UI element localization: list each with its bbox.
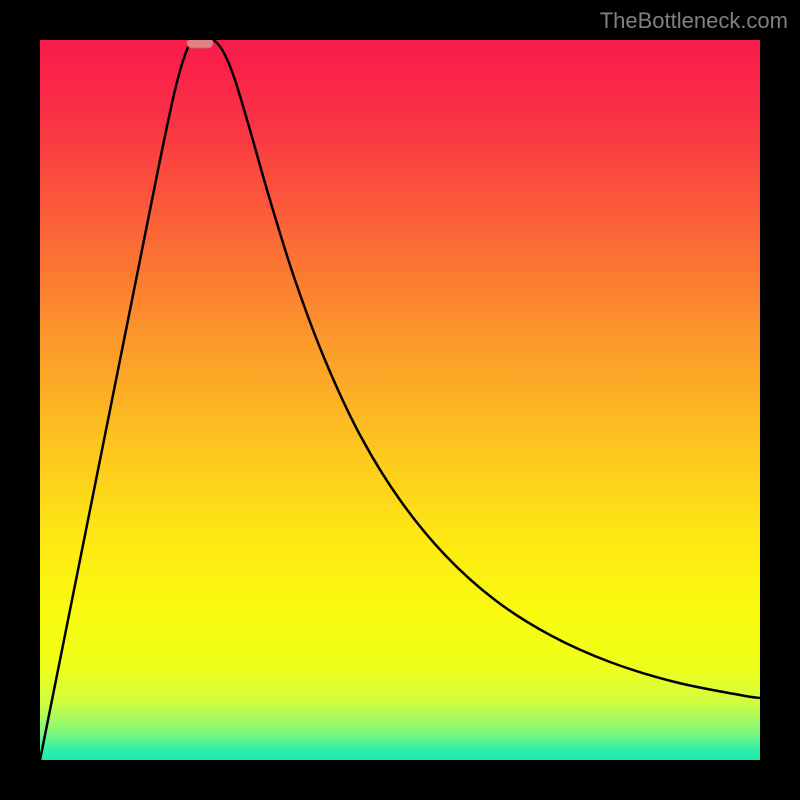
watermark-text: TheBottleneck.com <box>600 8 788 34</box>
chart-container: TheBottleneck.com <box>0 0 800 800</box>
gradient-background <box>40 40 760 760</box>
minimum-marker <box>187 40 213 48</box>
plot-svg <box>40 40 760 760</box>
